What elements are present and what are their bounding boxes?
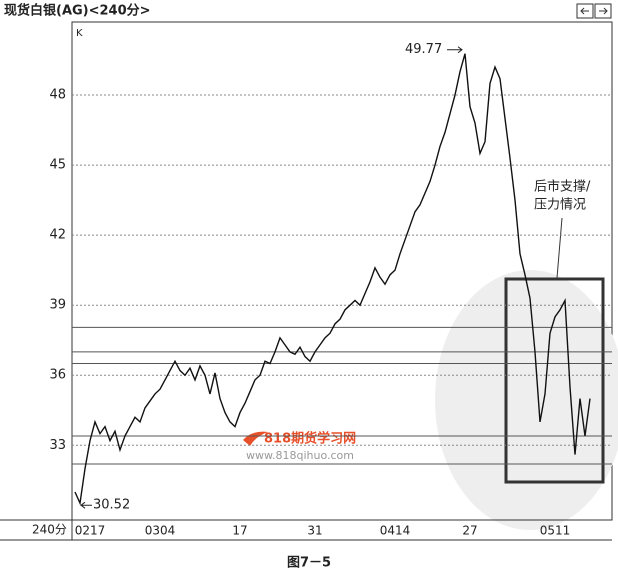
icon: [580, 7, 589, 15]
icon: [599, 7, 608, 15]
price-line: [74, 53, 591, 506]
low-label: 30.52: [93, 498, 130, 513]
y-tick-label: 39: [49, 298, 66, 313]
x-tick-label: 0304: [145, 524, 176, 538]
note-pointer: [556, 217, 563, 279]
axis-marker: K: [76, 28, 83, 39]
y-tick-label: 42: [49, 228, 66, 243]
watermark-shape: [435, 270, 618, 530]
x-tick-label: 27: [462, 524, 477, 538]
y-tick-label: 48: [49, 88, 66, 103]
caption: 图7－5: [287, 556, 331, 571]
low-arrow: [80, 501, 92, 509]
period-label: 240分: [32, 523, 67, 537]
high-label: 49.77: [405, 42, 442, 57]
watermark-logo: [243, 431, 268, 446]
high-arrow: [447, 46, 463, 54]
y-tick-label: 45: [49, 158, 66, 173]
watermark-name: 818期货学习网: [264, 431, 356, 447]
window-buttons[interactable]: [576, 3, 612, 19]
x-tick-label: 0511: [540, 524, 571, 538]
note: 压力情况: [534, 198, 586, 213]
x-tick-label: 17: [232, 524, 247, 538]
x-tick-label: 0414: [380, 524, 411, 538]
chart-title: 现货白银(AG)<240分>: [4, 3, 151, 19]
x-tick-label: 0217: [75, 524, 106, 538]
highlight-box: [504, 277, 605, 484]
y-tick-label: 36: [49, 368, 66, 383]
title-bar: [0, 0, 618, 22]
watermark-url: www.818qihuo.com: [246, 449, 354, 462]
y-tick-label: 33: [49, 438, 66, 453]
x-tick-label: 31: [307, 524, 322, 538]
note: 后市支撑/: [534, 179, 591, 195]
